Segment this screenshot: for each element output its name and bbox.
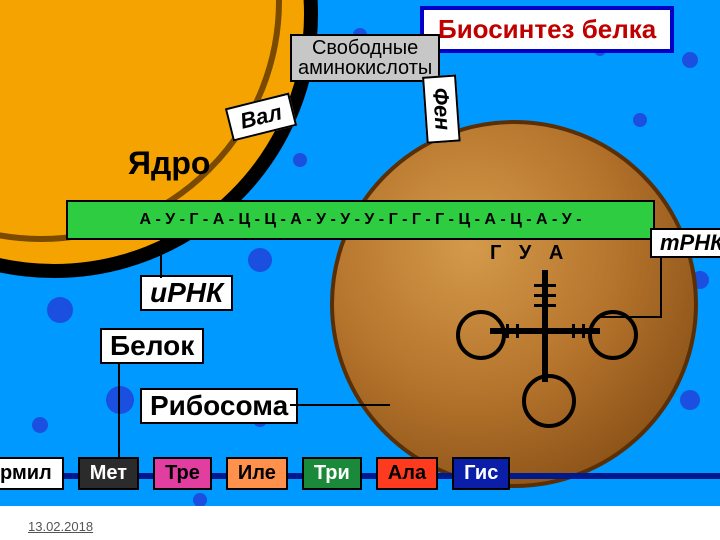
peptide-гис: Гис: [452, 457, 510, 490]
slide-date: 13.02.2018: [28, 519, 93, 534]
peptide-иле: Иле: [226, 457, 288, 490]
label-nucleus: Ядро: [120, 145, 218, 181]
diagram-title: Биосинтез белка: [420, 6, 674, 53]
label-ribosome: Рибосома: [140, 388, 298, 424]
cytoplasm-dot: [682, 52, 698, 68]
label-free-amino-acids: Свободныеаминокислоты: [290, 34, 440, 82]
mrna-strip: А - У - Г - А - Ц - Ц - А - У - У - У - …: [66, 200, 655, 240]
peptide-chain: рмил Мет Тре Иле Три Ала Гис: [0, 455, 720, 491]
label-mrna: иРНК: [140, 275, 233, 311]
codon-on-ribosome: Г У А: [490, 242, 569, 265]
label-free-amino-acids-text: Свободныеаминокислоты: [298, 37, 432, 79]
peptide-тре: Тре: [153, 457, 212, 490]
cytoplasm-dot: [32, 417, 48, 433]
cytoplasm-dot: [47, 297, 73, 323]
label-protein: Белок: [100, 328, 204, 364]
leader-trna-v: [660, 256, 662, 316]
leader-mrna: [160, 238, 162, 278]
peptide-ала: Ала: [376, 457, 438, 490]
label-trna: тРНК: [650, 228, 720, 258]
diagram-stage: Биосинтез белка Свободныеаминокислоты Ва…: [0, 0, 720, 540]
cytoplasm-dot: [248, 248, 272, 272]
mrna-sequence: А - У - Г - А - Ц - Ц - А - У - У - У - …: [139, 211, 581, 229]
peptide-мет: Мет: [78, 457, 139, 490]
leader-protein: [118, 362, 120, 457]
aa-tag-phe: Фен: [422, 75, 461, 144]
cytoplasm-dot: [633, 113, 647, 127]
peptide-рмил: рмил: [0, 457, 64, 490]
cytoplasm-dot: [293, 153, 307, 167]
cytoplasm-dot: [193, 493, 207, 507]
cytoplasm-dot: [106, 386, 134, 414]
footer-bar: [0, 506, 720, 540]
leader-ribosome-h: [290, 404, 390, 406]
cytoplasm-dot: [680, 390, 700, 410]
trna-shape: [460, 270, 630, 440]
peptide-три: Три: [302, 457, 362, 490]
